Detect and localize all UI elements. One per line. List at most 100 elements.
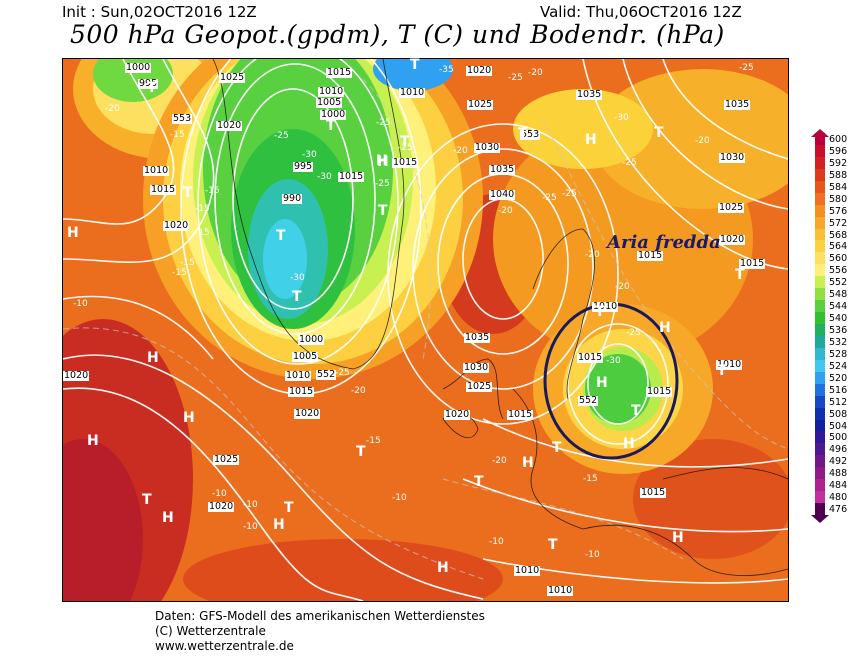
legend-value: 592	[829, 157, 848, 169]
legend-value: 540	[829, 313, 848, 325]
isobar-label: 1020	[163, 220, 190, 231]
legend-value: 476	[829, 504, 848, 516]
isobar-label: 1035	[464, 332, 491, 343]
isobar-label: 1015	[646, 386, 673, 397]
legend-swatch	[815, 252, 825, 265]
isobar-label: 1025	[213, 454, 240, 465]
temperature-label: -30	[317, 172, 332, 182]
temperature-label: -20	[585, 250, 600, 260]
legend-swatch	[815, 192, 825, 206]
legend-value: 512	[829, 396, 848, 408]
low-pressure-marker: T	[654, 125, 664, 141]
legend-value: 480	[829, 492, 848, 504]
temperature-label: -15	[583, 474, 598, 484]
low-pressure-marker: T	[326, 118, 336, 134]
isobar-label: 1020	[444, 409, 471, 420]
temperature-label: -25	[274, 131, 289, 141]
low-pressure-marker: T	[284, 500, 294, 516]
isobar-label: 1015	[507, 409, 534, 420]
isobar-label: 1015	[338, 171, 365, 182]
high-pressure-marker: H	[147, 350, 159, 366]
legend-value: 508	[829, 408, 848, 420]
legend-swatch	[815, 455, 825, 468]
low-pressure-marker: T	[717, 363, 727, 379]
legend-top-arrow	[811, 129, 829, 137]
temperature-label: -30	[614, 113, 629, 123]
isobar-label: 995	[138, 78, 159, 89]
legend-swatch	[815, 503, 825, 516]
high-pressure-marker: H	[596, 375, 608, 391]
isobar-label: 1025	[467, 99, 494, 110]
temperature-label: -10	[73, 299, 88, 309]
temperature-label: -10	[212, 489, 227, 499]
legend-value: 544	[829, 301, 848, 313]
high-pressure-marker: H	[672, 530, 684, 546]
legend-value: 504	[829, 420, 848, 432]
legend-value: 532	[829, 336, 848, 348]
low-pressure-marker: T	[474, 474, 484, 490]
legend-value: 500	[829, 432, 848, 444]
legend-value: 596	[829, 145, 848, 157]
legend-value: 568	[829, 229, 848, 241]
isobar-label: 1030	[463, 362, 490, 373]
map-field	[63, 59, 788, 601]
high-pressure-marker: H	[162, 510, 174, 526]
temperature-label: -10	[243, 500, 258, 510]
isobar-label: 1030	[719, 152, 746, 163]
valid-time: Valid: Thu,06OCT2016 12Z	[540, 3, 742, 21]
legend-swatch	[815, 168, 825, 182]
coastlines	[212, 59, 788, 576]
low-pressure-marker: T	[356, 444, 366, 460]
cold-pool-east	[585, 354, 651, 424]
credits-copyright: (C) Wetterzentrale	[155, 624, 266, 638]
high-pressure-marker: H	[659, 320, 671, 336]
legend-value: 576	[829, 205, 848, 217]
isobar-label: 1040	[489, 189, 516, 200]
legend-swatch	[815, 395, 825, 409]
high-pressure-marker: H	[522, 455, 534, 471]
map-title: 500 hPa Geopot.(gpdm), T (C) und Bodendr…	[70, 20, 725, 49]
legend-swatch	[815, 359, 825, 373]
legend-swatch	[815, 491, 825, 504]
legend-value: 496	[829, 444, 848, 456]
high-pressure-marker: H	[623, 436, 635, 452]
isobar-label: 1025	[466, 381, 493, 392]
legend-swatch	[815, 479, 825, 492]
temperature-label: -35	[439, 65, 454, 75]
legend-value: 580	[829, 193, 848, 205]
legend-value: 588	[829, 169, 848, 181]
isobar-label: 1020	[208, 501, 235, 512]
credits-website[interactable]: www.wetterzentrale.de	[155, 639, 294, 653]
map-credits: Daten: GFS-Modell des amerikanischen Wet…	[155, 609, 485, 654]
high-pressure-marker: H	[67, 225, 79, 241]
legend-swatch	[815, 383, 825, 397]
temperature-label: -25	[375, 179, 390, 189]
legend-swatch	[815, 419, 825, 432]
legend-swatch	[815, 431, 825, 444]
isobar-label: 1015	[392, 157, 419, 168]
temperature-label: -25	[542, 193, 557, 203]
legend-value: 488	[829, 468, 848, 480]
low-pressure-marker: T	[548, 537, 558, 553]
low-pressure-marker: T	[552, 440, 562, 456]
isobar-label: 1010	[143, 165, 170, 176]
isobar-label: 1000	[298, 334, 325, 345]
isobar-label: 1005	[316, 97, 343, 108]
temperature-label: -25	[622, 158, 637, 168]
high-pressure-marker: H	[377, 154, 389, 170]
low-pressure-marker: T	[410, 57, 420, 73]
legend-swatch	[815, 300, 825, 313]
legend-value: 556	[829, 265, 848, 277]
temperature-label: -20	[351, 386, 366, 396]
isobar-label: 1015	[577, 352, 604, 363]
isobar-label: 1020	[294, 408, 321, 419]
temperature-label: -15	[195, 204, 210, 214]
isobar-label: 1025	[219, 72, 246, 83]
low-pressure-marker: T	[400, 134, 410, 150]
temperature-label: -25	[626, 328, 641, 338]
temperature-label: -10	[243, 522, 258, 532]
legend-value: 492	[829, 456, 848, 468]
legend-value: 536	[829, 325, 848, 336]
cold-air-annotation: Aria fredda	[607, 232, 721, 253]
temperature-label: -20	[498, 206, 513, 216]
